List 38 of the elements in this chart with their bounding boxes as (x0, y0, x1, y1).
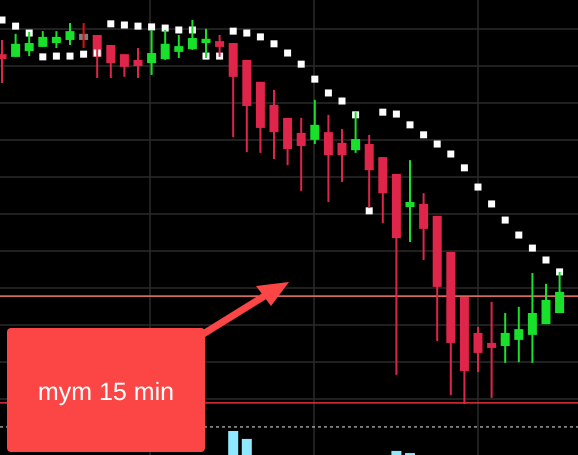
annotation: mym 15 min (38, 378, 174, 406)
point (502, 216, 509, 224)
point (311, 76, 318, 83)
point (366, 207, 373, 214)
point (474, 184, 482, 191)
point (230, 28, 237, 35)
point (420, 131, 428, 138)
point (338, 98, 346, 105)
point (66, 52, 74, 60)
point (148, 23, 156, 30)
point (324, 89, 332, 96)
point (434, 140, 441, 148)
point (12, 22, 20, 30)
point (162, 24, 169, 32)
point (243, 30, 250, 37)
point (256, 33, 264, 40)
point (488, 200, 496, 208)
point (515, 232, 522, 239)
point (542, 256, 550, 264)
point (406, 121, 414, 128)
point (52, 52, 60, 60)
point (392, 110, 400, 118)
point (379, 108, 386, 116)
point (107, 20, 114, 28)
bar (228, 431, 238, 455)
point (447, 150, 454, 158)
point (120, 21, 128, 28)
point (80, 50, 88, 58)
point (298, 60, 305, 68)
point (528, 244, 536, 252)
point (134, 22, 142, 30)
point (39, 53, 46, 60)
bar (242, 438, 252, 455)
bar (391, 450, 402, 455)
point (284, 50, 292, 57)
point (460, 164, 468, 172)
point (270, 40, 278, 48)
point (175, 26, 182, 34)
